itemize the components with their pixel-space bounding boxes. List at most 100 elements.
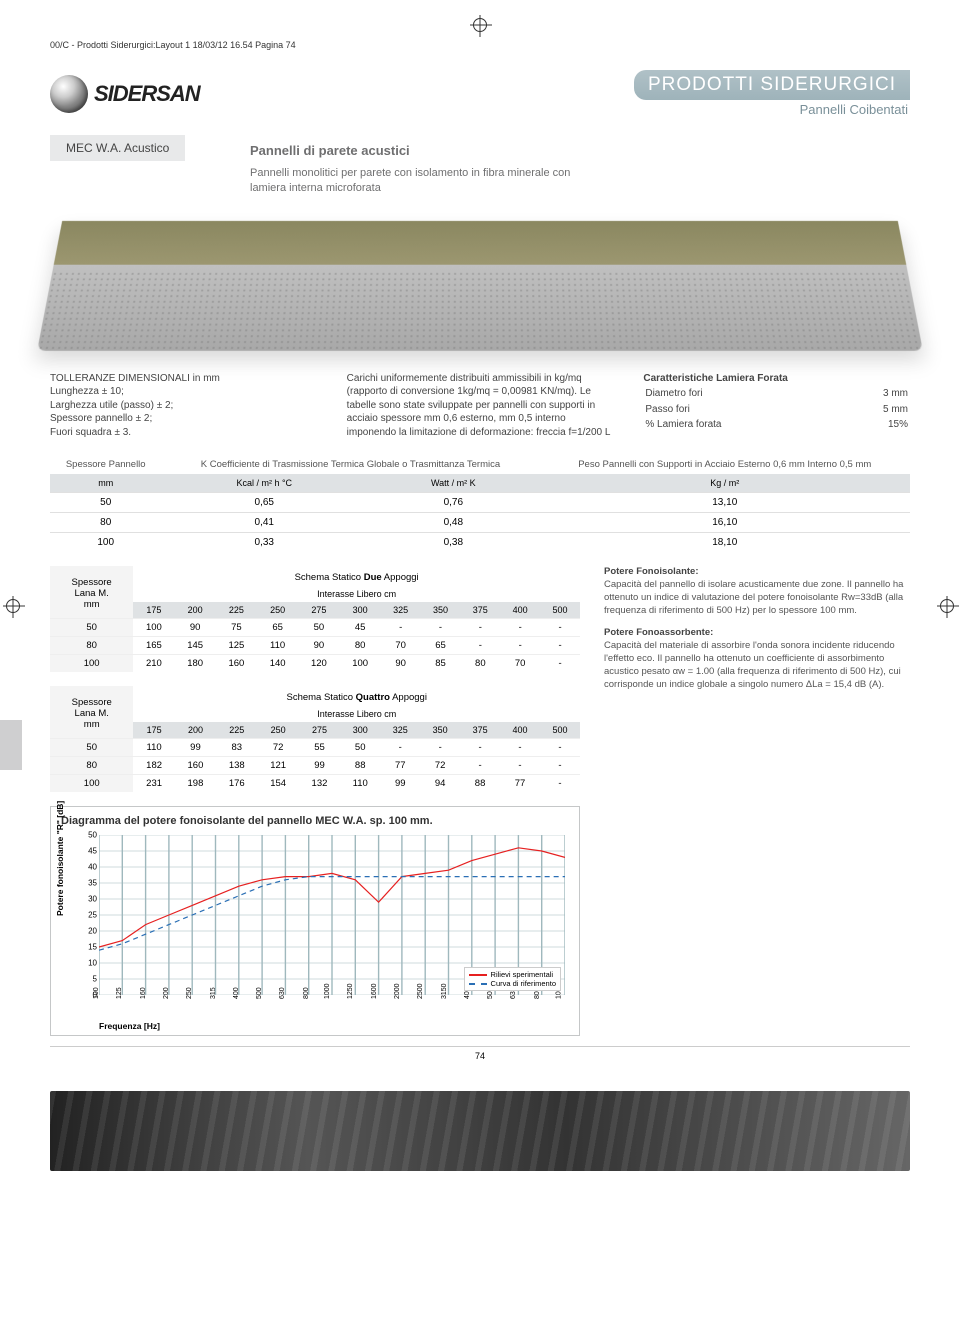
schema-cell: 132 <box>299 775 340 793</box>
side-h2: Potere Fonoassorbente: <box>604 627 713 638</box>
schema-cell: - <box>460 739 500 757</box>
schema-cell: - <box>500 739 540 757</box>
schema-cell: 90 <box>298 637 339 655</box>
schema-cell: - <box>460 757 500 775</box>
schema-cell: 145 <box>175 637 216 655</box>
section-subtitle: Pannelli Coibentati <box>634 102 910 117</box>
table-cell: 18,10 <box>540 533 910 553</box>
schema-rowh: 100 <box>50 655 133 673</box>
schema-cell: 210 <box>133 655 174 673</box>
lamina-label: Diametro fori <box>645 387 841 401</box>
schema-title: Schema Statico Quattro Appoggi <box>133 686 580 706</box>
schema-quattro-table: SpessoreLana M.mmSchema Statico Quattro … <box>50 686 580 792</box>
schema-cell: 180 <box>175 655 216 673</box>
schema-col: 225 <box>216 602 257 619</box>
schema-cell: - <box>540 655 580 673</box>
schema-rowh: 80 <box>50 757 133 775</box>
footer-image <box>50 1091 910 1171</box>
schema-cell: 94 <box>420 775 460 793</box>
ytick: 45 <box>88 847 97 856</box>
lamina-val: 3 mm <box>844 387 908 401</box>
lamina-val: 15% <box>844 418 908 432</box>
legend-item: Curva di riferimento <box>491 979 556 988</box>
schema-col: 500 <box>540 602 580 619</box>
section-title: PRODOTTI SIDERURGICI <box>634 70 910 100</box>
schema-cell: 45 <box>340 619 381 637</box>
schema-cell: 70 <box>500 655 540 673</box>
lamina-label: % Lamiera forata <box>645 418 841 432</box>
table-cell: 80 <box>50 513 161 533</box>
schema-cell: 77 <box>500 775 540 793</box>
schema-cell: 85 <box>421 655 461 673</box>
table-cell: 16,10 <box>540 513 910 533</box>
schema-col: 250 <box>257 602 298 619</box>
unit: mm <box>50 474 161 493</box>
table-cell: 100 <box>50 533 161 553</box>
schema-cell: 160 <box>216 655 257 673</box>
schema-cell: 50 <box>340 739 380 757</box>
schema-cell: - <box>500 637 540 655</box>
schema-cell: - <box>540 619 580 637</box>
lamina-label: Passo fori <box>645 403 841 417</box>
schema-subtitle: Interasse Libero cm <box>133 706 580 722</box>
schema-rowh: 50 <box>50 739 133 757</box>
chart-title: Diagramma del potere fonoisolante del pa… <box>61 815 569 827</box>
schema-cell: 80 <box>460 655 500 673</box>
schema-cell: 198 <box>175 775 216 793</box>
ytick: 50 <box>88 831 97 840</box>
side-p1: Capacità del pannello di isolare acustic… <box>604 579 903 616</box>
schema-cell: 80 <box>340 637 381 655</box>
schema-cell: 121 <box>257 757 298 775</box>
schema-cell: 231 <box>133 775 174 793</box>
schema-col: 350 <box>421 602 461 619</box>
schema-cell: - <box>500 619 540 637</box>
table-cell: 0,38 <box>367 533 539 553</box>
brand-logo: SIDERSAN <box>50 75 200 113</box>
page-tab-grey <box>0 720 22 770</box>
table-cell: 0,41 <box>161 513 367 533</box>
schema-cell: 65 <box>421 637 461 655</box>
schema-cell: 120 <box>298 655 339 673</box>
print-job-line: 00/C - Prodotti Siderurgici:Layout 1 18/… <box>50 40 910 50</box>
product-description: Pannelli monolitici per parete con isola… <box>250 166 590 196</box>
schema-cell: - <box>460 619 500 637</box>
lamina-val: 5 mm <box>844 403 908 417</box>
schema-col: 325 <box>380 722 420 739</box>
ytick: 30 <box>88 895 97 904</box>
ytick: 10 <box>88 959 97 968</box>
schema-cell: 100 <box>340 655 381 673</box>
schema-rowh: 100 <box>50 775 133 793</box>
tolerance-line: Larghezza utile (passo) ± 2; <box>50 399 317 413</box>
schema-cell: 140 <box>257 655 298 673</box>
schema-col: 300 <box>340 722 380 739</box>
schema-rowh: 50 <box>50 619 133 637</box>
table-cell: 0,48 <box>367 513 539 533</box>
schema-left-header: SpessoreLana M.mm <box>50 686 133 739</box>
lamina-title: Caratteristiche Lamiera Forata <box>643 373 788 384</box>
schema-col: 225 <box>216 722 257 739</box>
chart-legend: Rilievi sperimentali Curva di riferiment… <box>464 967 561 991</box>
schema-cell: - <box>420 739 460 757</box>
schema-col: 275 <box>299 722 340 739</box>
page-number: 74 <box>50 1046 910 1061</box>
schema-cell: 99 <box>299 757 340 775</box>
chart-xlabel: Frequenza [Hz] <box>99 1021 160 1031</box>
product-label: MEC W.A. Acustico <box>50 135 185 161</box>
schema-cell: 176 <box>216 775 257 793</box>
schema-col: 375 <box>460 722 500 739</box>
schema-cell: 72 <box>420 757 460 775</box>
table-cell: 0,76 <box>367 493 539 513</box>
tolerances-title: TOLLERANZE DIMENSIONALI in mm <box>50 372 317 386</box>
schema-left-header: SpessoreLana M.mm <box>50 566 133 619</box>
schema-cell: - <box>540 739 580 757</box>
tolerances-block: TOLLERANZE DIMENSIONALI in mm Lunghezza … <box>50 372 317 440</box>
th-k: K Coefficiente di Trasmissione Termica G… <box>161 455 539 474</box>
th-spessore: Spessore Pannello <box>50 455 161 474</box>
schema-rowh: 80 <box>50 637 133 655</box>
table-cell: 0,33 <box>161 533 367 553</box>
schema-cell: - <box>540 775 580 793</box>
schema-cell: 55 <box>299 739 340 757</box>
schema-cell: - <box>500 757 540 775</box>
tolerance-line: Lunghezza ± 10; <box>50 385 317 399</box>
table-cell: 13,10 <box>540 493 910 513</box>
